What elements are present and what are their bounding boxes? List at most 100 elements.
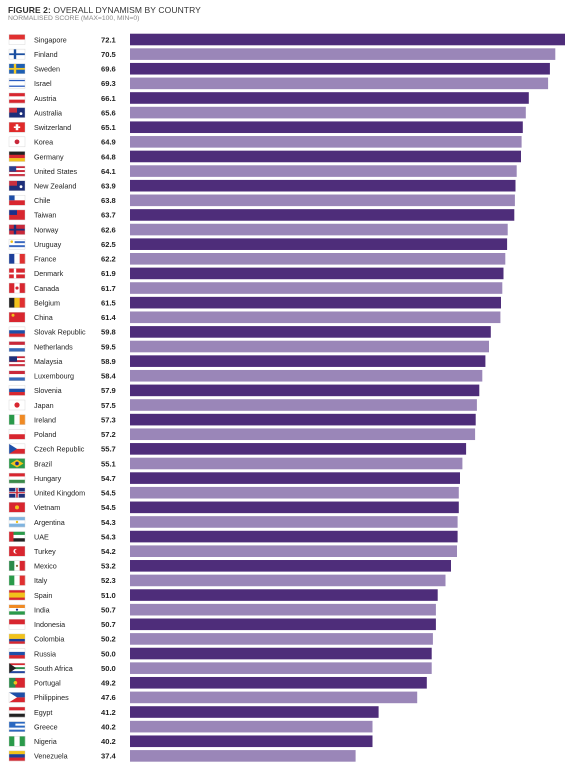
bar-row-ireland: Ireland 57.3 — [8, 413, 476, 426]
denmark-flag-icon — [8, 268, 26, 279]
bar — [130, 720, 373, 733]
bar — [130, 311, 501, 324]
bar — [130, 253, 506, 265]
category-label: Ireland — [34, 415, 56, 424]
category-label: China — [34, 313, 53, 322]
category-label: Belgium — [34, 298, 60, 307]
bar-row-hungary: Hungary 54.7 — [8, 472, 460, 484]
bar-row-taiwan: Taiwan 63.7 — [8, 209, 515, 221]
bar — [130, 194, 515, 207]
australia-flag-icon — [8, 107, 26, 118]
category-label: Norway — [34, 225, 59, 234]
data-label: 51.0 — [101, 591, 116, 600]
israel-flag-icon — [8, 78, 26, 89]
category-label: Italy — [34, 576, 48, 585]
bar — [130, 267, 504, 280]
data-label: 63.8 — [101, 196, 116, 205]
slovenia-flag-icon — [8, 385, 26, 396]
bar-row-greece: Greece 40.2 — [8, 720, 373, 733]
bar — [130, 121, 523, 134]
data-label: 50.7 — [101, 620, 116, 629]
indonesia-flag-icon — [8, 619, 26, 630]
bar-row-france: France 62.2 — [8, 253, 506, 265]
category-label: Czech Republic — [34, 445, 85, 454]
korea-flag-icon — [8, 136, 26, 148]
category-label: Greece — [34, 722, 58, 731]
bar — [130, 545, 457, 557]
bar-row-israel: Israel 69.3 — [8, 77, 549, 90]
bar — [130, 223, 508, 236]
data-label: 54.3 — [101, 532, 116, 541]
figure-title: OVERALL DYNAMISM BY COUNTRY — [53, 5, 201, 15]
category-label: United Kingdom — [34, 489, 85, 498]
category-label: Indonesia — [34, 620, 65, 629]
data-label: 50.2 — [101, 635, 116, 644]
philippines-flag-icon — [8, 692, 26, 703]
bar-row-mexico: Mexico 53.2 — [8, 560, 451, 572]
figure-label: FIGURE 2: — [8, 5, 51, 15]
bar-row-denmark: Denmark 61.9 — [8, 267, 504, 280]
czech-republic-flag-icon — [8, 443, 26, 455]
bar-row-spain: Spain 51.0 — [8, 589, 438, 601]
bar — [130, 676, 427, 689]
category-label: Slovenia — [34, 386, 62, 395]
category-label: Nigeria — [34, 737, 57, 746]
bar — [130, 413, 476, 426]
hungary-flag-icon — [8, 472, 26, 484]
category-label: France — [34, 255, 56, 264]
new-zealand-flag-icon — [8, 180, 26, 191]
bar-row-slovak-republic: Slovak Republic 59.8 — [8, 326, 491, 338]
bar — [130, 589, 438, 601]
data-label: 57.2 — [101, 430, 116, 439]
bar-row-korea: Korea 64.9 — [8, 136, 522, 148]
category-label: Netherlands — [34, 342, 73, 351]
turkey-flag-icon — [8, 546, 26, 557]
data-label: 58.9 — [101, 357, 116, 366]
category-label: Vietnam — [34, 503, 60, 512]
bar-row-czech-republic: Czech Republic 55.7 — [8, 443, 467, 455]
bar-row-russia: Russia 50.0 — [8, 647, 432, 660]
united-states-flag-icon — [8, 165, 26, 177]
data-label: 69.6 — [101, 65, 116, 74]
data-label: 59.8 — [101, 328, 116, 337]
data-label: 63.7 — [101, 211, 116, 220]
egypt-flag-icon — [8, 706, 26, 718]
category-label: Brazil — [34, 459, 52, 468]
taiwan-flag-icon — [8, 209, 26, 221]
data-label: 57.5 — [101, 401, 117, 410]
data-label: 70.5 — [101, 50, 117, 59]
data-label: 41.2 — [101, 708, 116, 717]
france-flag-icon — [8, 253, 26, 265]
greece-flag-icon — [8, 721, 26, 732]
category-label: Canada — [34, 284, 59, 293]
data-label: 57.9 — [101, 386, 116, 395]
japan-flag-icon — [8, 399, 26, 411]
category-label: Hungary — [34, 474, 62, 483]
data-label: 63.9 — [101, 182, 116, 191]
norway-flag-icon — [8, 224, 26, 235]
ireland-flag-icon — [8, 414, 26, 425]
bar — [130, 618, 436, 631]
bar — [130, 750, 356, 762]
bar — [130, 706, 379, 718]
category-label: India — [34, 605, 50, 614]
bar-row-argentina: Argentina 54.3 — [8, 516, 458, 528]
bar — [130, 457, 463, 470]
category-label: Taiwan — [34, 211, 56, 220]
bar-row-singapore: Singapore 72.1 — [8, 33, 565, 46]
venezuela-flag-icon — [8, 750, 26, 762]
bar — [130, 92, 529, 104]
bar-row-indonesia: Indonesia 50.7 — [8, 618, 436, 631]
austria-flag-icon — [8, 92, 26, 104]
category-label: Turkey — [34, 547, 56, 556]
data-label: 54.2 — [101, 547, 116, 556]
category-label: Spain — [34, 591, 52, 600]
colombia-flag-icon — [8, 633, 26, 645]
category-label: Germany — [34, 152, 64, 161]
bar — [130, 691, 418, 704]
data-label: 55.1 — [101, 459, 117, 468]
data-label: 52.3 — [101, 576, 116, 585]
data-label: 50.0 — [101, 649, 116, 658]
bar-row-canada: Canada 61.7 — [8, 282, 503, 294]
bar — [130, 238, 508, 250]
